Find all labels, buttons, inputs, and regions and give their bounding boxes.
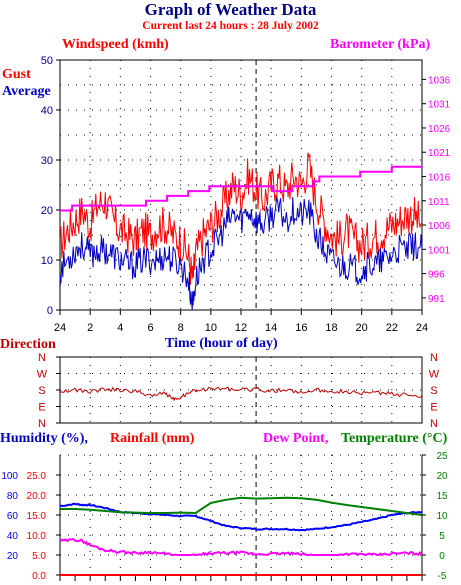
x-tick-label: 6 [147, 322, 153, 334]
humidity-tick-label: 20 [7, 551, 19, 562]
temperature-tick-label: -5 [438, 571, 447, 582]
direction-tick-label: W [37, 369, 48, 381]
direction-tick-label-right: N [430, 418, 438, 430]
page-subtitle: Current last 24 hours : 28 July 2002 [142, 20, 319, 32]
x-tick-label: 4 [117, 322, 123, 334]
humidity-tick-label: 40 [7, 531, 19, 542]
temperature-series-line [60, 496, 423, 516]
rainfall-tick-label: 0.0 [32, 571, 46, 582]
temperature-tick-label: 10 [436, 511, 448, 522]
direction-tick-label-right: S [430, 385, 437, 397]
y2-tick-label: 991 [428, 294, 445, 305]
rainfall-tick-label: 5.0 [32, 551, 46, 562]
direction-series-line [59, 386, 423, 402]
barometer-series-line [60, 165, 422, 212]
y-tick-label: 30 [41, 155, 53, 167]
x-tick-label: 10 [205, 322, 217, 334]
y-tick-label: 40 [41, 105, 53, 117]
x-tick-label: 22 [386, 322, 398, 334]
direction-tick-label-right: E [430, 402, 437, 414]
rainfall-tick-label: 25.0 [27, 471, 47, 482]
dewpoint-series-line [59, 538, 423, 557]
x-tick-label: 16 [295, 322, 307, 334]
y2-tick-label: 1011 [428, 197, 450, 208]
direction-tick-label: N [38, 418, 46, 430]
y-tick-label: 10 [41, 255, 53, 267]
page-title: Graph of Weather Data [144, 0, 317, 19]
y2-tick-label: 1036 [428, 75, 451, 86]
y2-tick-label: 1006 [428, 221, 451, 232]
average-series-line [59, 196, 423, 311]
temperature-tick-label: 0 [439, 551, 445, 562]
time-axis-label: Time (hour of day) [165, 336, 278, 351]
temperature-tick-label: 15 [436, 491, 448, 502]
windspeed-label: Windspeed (kmh) [62, 37, 169, 52]
x-tick-label: 24 [416, 322, 428, 334]
direction-tick-label: S [38, 385, 45, 397]
y-tick-label: 50 [41, 55, 53, 67]
y2-tick-label: 1001 [428, 245, 451, 256]
temperature-label: Temperature (°C) [341, 431, 448, 446]
humidity-tick-label: 60 [7, 511, 19, 522]
y2-tick-label: 1016 [428, 173, 451, 184]
y2-tick-label: 1026 [428, 124, 451, 135]
rainfall-tick-label: 20.0 [27, 491, 47, 502]
x-tick-label: 14 [265, 322, 277, 334]
x-tick-label: 2 [87, 322, 93, 334]
x-tick-label: 12 [235, 322, 247, 334]
rainfall-tick-label: 10.0 [27, 531, 47, 542]
humidity-series-line [59, 502, 423, 532]
x-tick-label: 8 [178, 322, 184, 334]
y2-tick-label: 996 [428, 270, 445, 281]
y2-tick-label: 1031 [428, 100, 451, 111]
rainfall-tick-label: 15.0 [27, 511, 47, 522]
rainfall-label: Rainfall (mm) [110, 431, 195, 446]
barometer-label: Barometer (kPa) [330, 37, 431, 52]
plot-frame [59, 59, 423, 311]
direction-tick-label-right: N [430, 352, 438, 364]
average-label: Average [2, 84, 51, 99]
humidity-label: Humidity (%), [0, 431, 88, 446]
x-tick-label: 18 [325, 322, 337, 334]
humidity-tick-label: 80 [7, 491, 19, 502]
x-tick-label: 24 [54, 322, 66, 334]
direction-label: Direction [0, 337, 56, 352]
humidity-tick-label: 100 [1, 471, 18, 482]
dewpoint-label: Dew Point, [263, 431, 329, 446]
x-tick-label: 20 [356, 322, 368, 334]
temperature-tick-label: 5 [439, 531, 445, 542]
temperature-tick-label: 20 [436, 471, 448, 482]
gust-label: Gust [2, 67, 31, 82]
gust-series-line [59, 152, 423, 285]
temperature-tick-label: 25 [436, 451, 448, 462]
y2-tick-label: 1021 [428, 148, 451, 159]
y-tick-label: 0 [47, 305, 53, 317]
y-tick-label: 20 [41, 205, 53, 217]
direction-tick-label: N [38, 352, 46, 364]
direction-tick-label-right: W [429, 369, 440, 381]
direction-tick-label: E [38, 402, 45, 414]
